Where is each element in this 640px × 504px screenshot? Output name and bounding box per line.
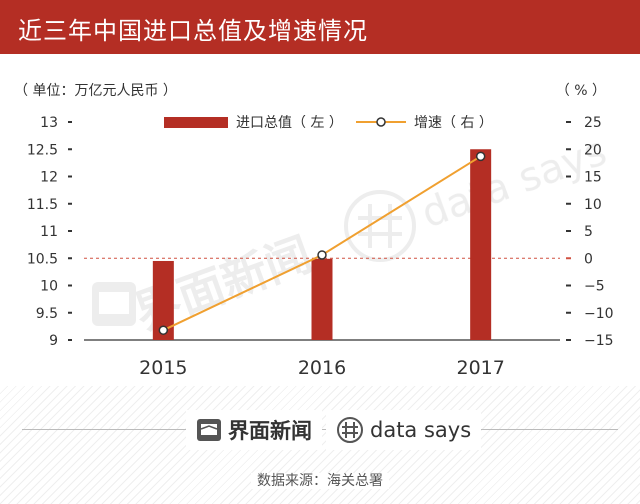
jiemian-logo-icon [197, 419, 221, 441]
footer-brand-row: 界面新闻 data says [0, 410, 640, 450]
right-axis-tick-label: 15 [584, 170, 602, 186]
watermark-brand-en: data says [416, 128, 613, 237]
right-axis-tick-label: 0 [584, 251, 593, 267]
footer-brand-jiemian: 界面新闻 [186, 410, 322, 450]
growth-point [317, 250, 327, 260]
watermark-hash-icon [344, 190, 416, 262]
right-axis-tick-label: 10 [584, 197, 602, 213]
left-axis-tick-label: 9.5 [36, 306, 58, 322]
left-axis-tick-label: 9 [49, 333, 58, 349]
right-axis-unit: （ % ） [555, 83, 606, 99]
left-axis-tick-label: 11.5 [27, 197, 58, 213]
right-axis-tick-label: 5 [584, 224, 593, 240]
x-axis-category-label: 2016 [298, 357, 346, 379]
chart-area: 界面新闻 data says 进口总值（ 左 ） 增速（ 右 ） 99.5101… [27, 115, 614, 379]
chart-title: 近三年中国进口总值及增速情况 [18, 17, 368, 45]
left-axis-tick-label: 12.5 [27, 142, 58, 158]
right-axis-tick-label: −15 [584, 333, 614, 349]
x-axis-category-label: 2015 [139, 357, 187, 379]
data-says-hash-icon [337, 417, 363, 443]
bar-import-value [152, 260, 174, 340]
footer-brand-cn: 界面新闻 [228, 419, 312, 443]
left-axis-tick-label: 10.5 [27, 251, 58, 267]
legend: 进口总值（ 左 ） 增速（ 右 ） [164, 115, 493, 131]
left-axis-tick-label: 13 [40, 115, 58, 131]
right-axis-tick-label: 20 [584, 142, 602, 158]
growth-point [475, 151, 486, 162]
left-axis-tick-label: 10 [40, 279, 58, 295]
right-axis-tick-label: 25 [584, 115, 602, 131]
footer-brand-datasays: data says [326, 410, 482, 450]
bar-import-value [470, 149, 492, 340]
left-axis-unit: （ 单位：万亿元人民币 ） [14, 83, 177, 99]
growth-point [158, 325, 169, 335]
legend-bar-swatch [164, 117, 228, 128]
left-axis-tick-label: 11 [40, 224, 58, 240]
bar-import-value [311, 258, 333, 340]
footer-brand-en: data says [370, 418, 472, 442]
title-bar: 近三年中国进口总值及增速情况 [0, 0, 640, 54]
right-axis-tick-label: −5 [584, 279, 605, 295]
legend-line-label: 增速（ 右 ） [414, 115, 493, 131]
x-axis-category-label: 2017 [456, 357, 504, 379]
legend-bar-label: 进口总值（ 左 ） [236, 115, 343, 131]
legend-line-marker [376, 117, 386, 127]
left-axis-tick-label: 12 [40, 170, 58, 186]
watermark-logo-icon [92, 282, 136, 326]
right-axis-tick-label: −10 [584, 306, 614, 322]
data-source-text: 数据来源：海关总署 [251, 473, 389, 489]
data-source-note: 数据来源：海关总署 [0, 470, 640, 490]
